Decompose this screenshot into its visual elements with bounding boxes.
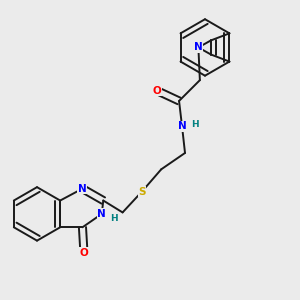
Text: O: O (80, 248, 88, 257)
Text: H: H (192, 120, 199, 129)
Text: O: O (152, 85, 161, 96)
Text: N: N (194, 43, 203, 52)
Text: N: N (178, 121, 186, 131)
Text: N: N (78, 184, 87, 194)
Text: H: H (110, 214, 118, 223)
Text: N: N (98, 209, 106, 219)
Text: S: S (138, 187, 146, 196)
